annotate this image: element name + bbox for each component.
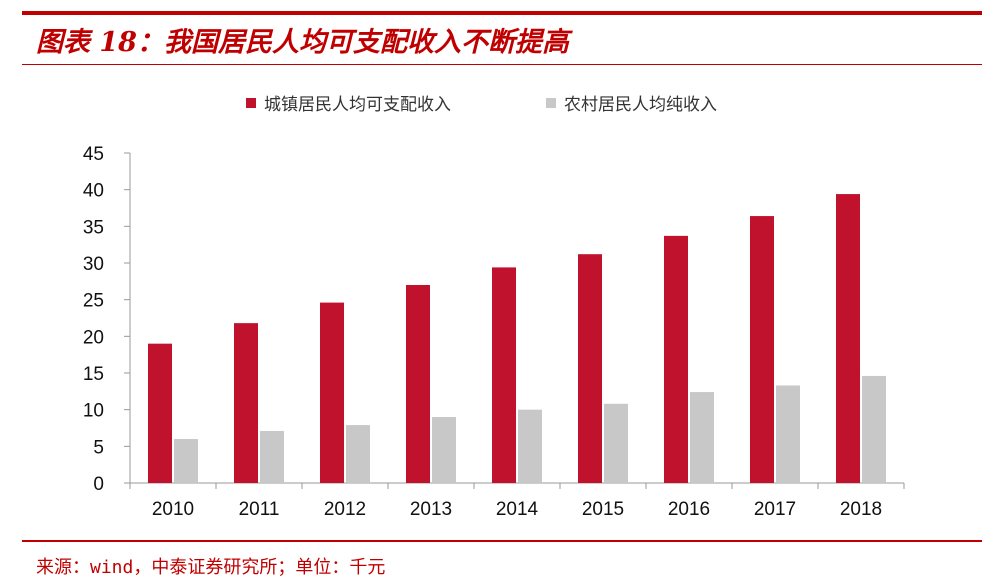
footer-rule xyxy=(22,540,982,542)
bar-urban-2011 xyxy=(234,323,258,483)
bar-urban-2016 xyxy=(664,235,688,483)
x-tick-label: 2017 xyxy=(754,499,796,520)
bar-rural-2010 xyxy=(174,439,198,483)
y-tick-label: 30 xyxy=(83,254,104,275)
x-tick-label: 2015 xyxy=(582,499,624,520)
y-tick-label: 10 xyxy=(83,401,104,422)
x-tick-label: 2011 xyxy=(239,499,280,520)
legend-item-rural: 农村居民人均纯收入 xyxy=(546,90,717,115)
x-tick-label: 2016 xyxy=(668,499,710,520)
x-tick-label: 2013 xyxy=(410,499,452,520)
y-tick-label: 15 xyxy=(83,364,104,385)
legend-swatch-rural xyxy=(546,97,556,108)
bar-rural-2016 xyxy=(690,392,714,483)
bar-urban-2015 xyxy=(578,254,602,483)
source-note: 来源：wind，中泰证券研究所；单位：千元 xyxy=(36,557,386,578)
x-tick-label: 2018 xyxy=(840,499,882,520)
y-tick-label: 20 xyxy=(83,327,104,348)
y-tick-label: 40 xyxy=(83,181,104,202)
legend-item-urban: 城镇居民人均可支配收入 xyxy=(246,90,451,115)
bar-urban-2017 xyxy=(750,216,774,484)
bar-rural-2013 xyxy=(432,417,456,483)
y-tick-label: 45 xyxy=(83,144,104,165)
bar-urban-2012 xyxy=(320,302,344,483)
legend-swatch-urban xyxy=(246,97,256,108)
bar-urban-2014 xyxy=(492,267,516,483)
x-tick-label: 2014 xyxy=(496,499,539,520)
bar-urban-2010 xyxy=(148,343,172,483)
bar-rural-2011 xyxy=(260,430,284,483)
title-rule xyxy=(22,64,982,65)
bar-rural-2018 xyxy=(862,375,886,483)
bar-urban-2018 xyxy=(836,194,860,484)
y-tick-label: 35 xyxy=(83,217,104,238)
top-rule xyxy=(22,11,982,15)
legend-label-urban: 城镇居民人均可支配收入 xyxy=(264,95,451,115)
y-tick-label: 0 xyxy=(93,474,104,495)
bar-rural-2017 xyxy=(776,385,800,483)
x-tick-label: 2012 xyxy=(324,499,366,520)
x-tick-label: 2010 xyxy=(152,499,194,520)
bar-rural-2015 xyxy=(604,403,628,483)
bar-rural-2014 xyxy=(518,409,542,483)
y-tick-label: 25 xyxy=(83,291,104,312)
bar-urban-2013 xyxy=(406,285,430,483)
page-title: 图表 18：我国居民人均可支配收入不断提高 xyxy=(36,27,569,58)
legend-label-rural: 农村居民人均纯收入 xyxy=(564,95,717,115)
chart-legend: 城镇居民人均可支配收入 农村居民人均纯收入 xyxy=(0,90,994,115)
bar-rural-2012 xyxy=(346,425,370,483)
y-tick-label: 5 xyxy=(93,437,104,458)
